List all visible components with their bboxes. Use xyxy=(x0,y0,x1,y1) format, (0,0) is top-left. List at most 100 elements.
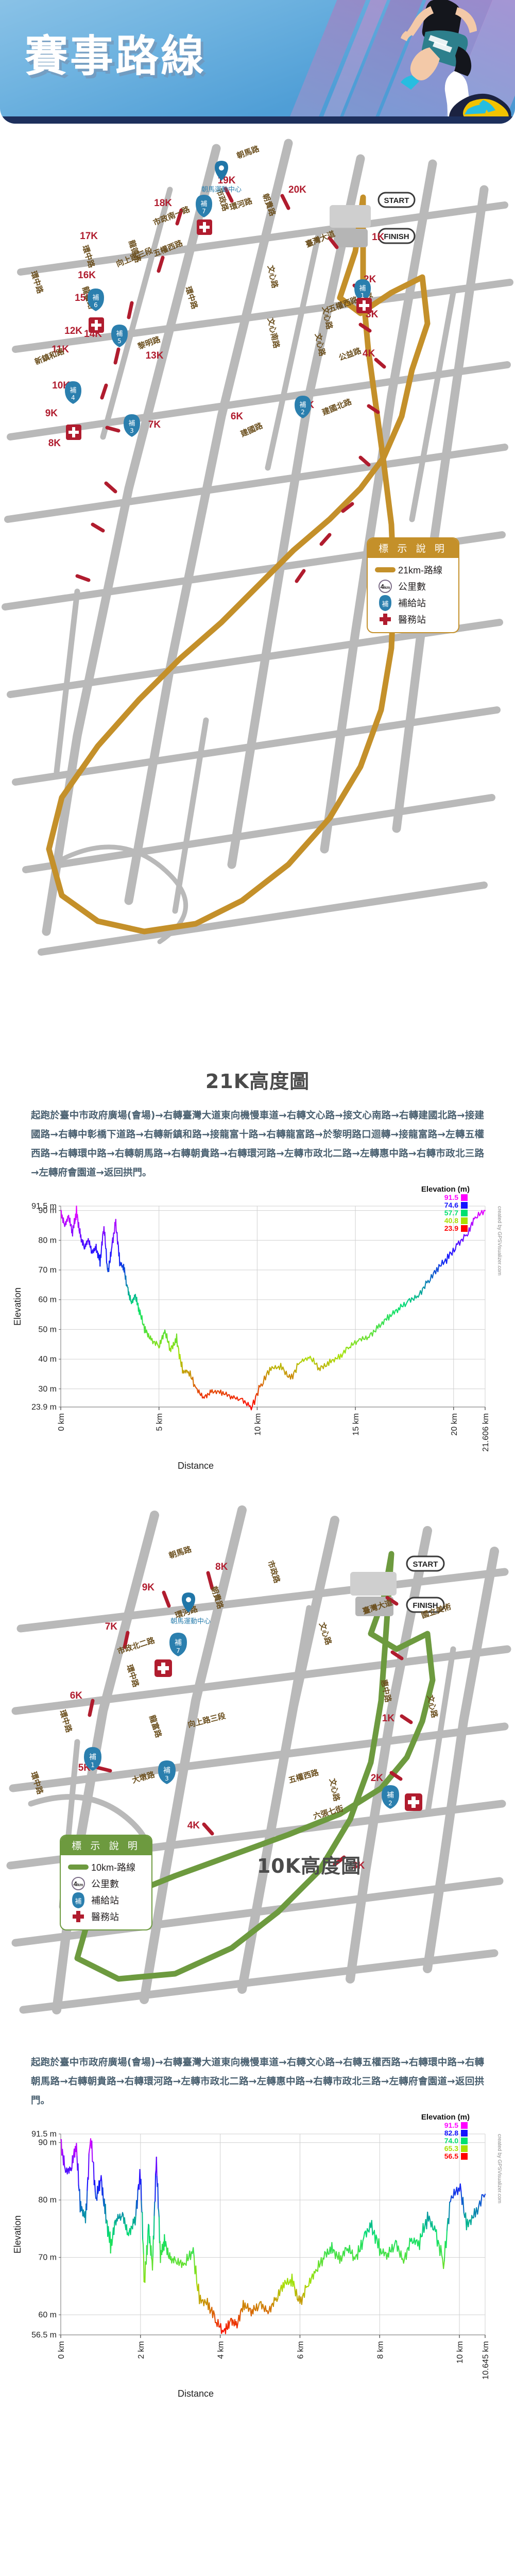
svg-text:60 m: 60 m xyxy=(38,1296,57,1304)
svg-text:70 m: 70 m xyxy=(38,1266,57,1275)
svg-text:80 m: 80 m xyxy=(38,2196,57,2205)
svg-text:7: 7 xyxy=(202,208,206,215)
route-map-21k[interactable]: START FINISH xyxy=(0,128,515,1065)
svg-text:13K: 13K xyxy=(146,350,164,361)
svg-text:Elevation: Elevation xyxy=(12,1287,23,1326)
svg-text:6K: 6K xyxy=(231,411,244,422)
svg-text:90 m: 90 m xyxy=(38,2139,57,2147)
svg-text:6: 6 xyxy=(94,301,98,309)
svg-text:20K: 20K xyxy=(288,184,306,195)
svg-text:補: 補 xyxy=(75,1898,81,1906)
chart-title-10k: 10K高度圖 xyxy=(256,1855,362,1877)
legend-row-medical: 醫務站 xyxy=(65,1908,147,1925)
svg-text:10.645 km: 10.645 km xyxy=(482,2341,490,2380)
legend-label: 補給站 xyxy=(398,598,426,608)
svg-text:40 m: 40 m xyxy=(38,1355,57,1364)
svg-text:7K: 7K xyxy=(148,419,161,430)
svg-text:16K: 16K xyxy=(78,270,96,281)
chart-title-21k: 21K高度圖 xyxy=(205,1070,310,1093)
gpsvisualizer-credit: created by GPSVisualizer.com xyxy=(496,1206,502,1276)
legend-label: 醫務站 xyxy=(91,1912,119,1922)
svg-text:4K: 4K xyxy=(363,348,375,359)
svg-text:START: START xyxy=(413,1560,438,1569)
svg-text:補: 補 xyxy=(70,387,76,395)
svg-text:91.5 m: 91.5 m xyxy=(31,1202,57,1211)
legend-row-route: 10km-路線 xyxy=(65,1859,147,1875)
legend-label: 21km-路線 xyxy=(398,565,443,575)
route-description-21k: 起跑於臺中市政府廣場(會場)→右轉臺灣大道東向機慢車道→右轉文心路→接文心南路→… xyxy=(31,1110,484,1178)
gpsvisualizer-credit: created by GPSVisualizer.com xyxy=(496,2134,502,2204)
svg-text:補: 補 xyxy=(163,1767,170,1775)
page-title: 賽事路線 xyxy=(25,31,207,81)
svg-text:1K: 1K xyxy=(382,1713,395,1724)
svg-text:11K: 11K xyxy=(52,344,69,355)
svg-text:8K: 8K xyxy=(48,438,61,449)
svg-text:Elevation: Elevation xyxy=(12,2215,23,2253)
svg-text:91.5 m: 91.5 m xyxy=(31,2130,57,2139)
legend-label: 10km-路線 xyxy=(91,1862,136,1873)
legend-row-route: 21km-路線 xyxy=(372,562,454,578)
svg-text:90 m: 90 m xyxy=(38,1207,57,1215)
svg-text:補: 補 xyxy=(387,1791,394,1800)
route-line-icon xyxy=(372,567,398,572)
svg-text:補: 補 xyxy=(299,401,306,409)
legend-row-aid: 補 補給站 xyxy=(372,595,454,611)
svg-text:56.5: 56.5 xyxy=(444,2152,458,2160)
svg-text:1K: 1K xyxy=(372,232,385,243)
page-banner: 賽事路線 xyxy=(0,0,515,128)
legend-label: 公里數 xyxy=(398,582,426,592)
svg-text:補: 補 xyxy=(128,420,135,428)
svg-text:40.8: 40.8 xyxy=(444,1216,458,1225)
svg-text:Distance: Distance xyxy=(178,1461,214,1471)
svg-text:10 km: 10 km xyxy=(253,1413,262,1436)
legend-label: 公里數 xyxy=(91,1879,119,1889)
poi-pin-icon: 朝馬運動中心 xyxy=(170,1592,211,1625)
legend-label: 補給站 xyxy=(91,1895,119,1906)
svg-text:朝馬運動中心: 朝馬運動中心 xyxy=(201,186,242,194)
legend-row-aid: 補 補給站 xyxy=(65,1892,147,1908)
route-map-10k-svg: START FINISH xyxy=(0,1495,515,2041)
svg-text:補: 補 xyxy=(359,285,366,293)
legend-heading: 標 示 說 明 xyxy=(61,1836,151,1855)
svg-text:56.5 m: 56.5 m xyxy=(31,2331,57,2340)
legend-row-medical: 醫務站 xyxy=(372,611,454,628)
svg-text:4 km: 4 km xyxy=(217,2341,226,2359)
water-drop-icon: 補 xyxy=(372,595,398,611)
legend-row-km: 4 km 公里數 xyxy=(372,578,454,595)
svg-text:3K: 3K xyxy=(352,1860,365,1871)
svg-text:0 km: 0 km xyxy=(57,1413,66,1431)
elevation-chart-21k: 91.5 m 90 m 80 m 70 m 60 m 50 m 40 m 30 m 23.9 m… xyxy=(0,1185,515,1474)
route-map-10k[interactable]: START FINISH xyxy=(0,1495,515,2041)
svg-text:5: 5 xyxy=(117,337,122,345)
poi-pin-icon: 朝馬運動中心 xyxy=(201,161,242,194)
svg-text:8K: 8K xyxy=(215,1562,228,1572)
svg-text:23.9: 23.9 xyxy=(444,1224,458,1232)
svg-text:5 km: 5 km xyxy=(156,1413,164,1431)
svg-text:30 m: 30 m xyxy=(38,1385,57,1394)
svg-text:2K: 2K xyxy=(371,1773,384,1784)
svg-text:2 km: 2 km xyxy=(137,2341,146,2359)
route-line-icon xyxy=(65,1865,91,1870)
svg-text:1: 1 xyxy=(360,292,365,299)
svg-text:START: START xyxy=(384,196,409,205)
svg-text:21.606 km: 21.606 km xyxy=(482,1413,490,1452)
svg-text:補: 補 xyxy=(382,601,388,608)
svg-text:FINISH: FINISH xyxy=(413,1601,438,1610)
svg-text:57.7: 57.7 xyxy=(444,1209,458,1217)
legend-box-21k: 標 示 說 明 21km-路線 4 km 公里數 補 xyxy=(367,537,459,633)
route-map-21k-svg: START FINISH xyxy=(0,128,515,1065)
runner-illustration-icon xyxy=(401,0,511,118)
svg-text:70 m: 70 m xyxy=(38,2253,57,2262)
svg-text:91.5: 91.5 xyxy=(444,2121,458,2129)
svg-text:Elevation (m): Elevation (m) xyxy=(421,2113,470,2122)
legend-label: 醫務站 xyxy=(398,615,426,625)
legend-row-km: 4 km 公里數 xyxy=(65,1875,147,1892)
svg-text:3: 3 xyxy=(130,427,134,434)
svg-text:補: 補 xyxy=(89,1753,96,1761)
svg-text:9K: 9K xyxy=(142,1582,155,1593)
svg-text:補: 補 xyxy=(92,294,99,302)
svg-text:82.8: 82.8 xyxy=(444,2129,458,2137)
medical-cross-icon xyxy=(372,614,398,625)
svg-text:17K: 17K xyxy=(80,231,98,242)
svg-text:補: 補 xyxy=(116,330,123,338)
